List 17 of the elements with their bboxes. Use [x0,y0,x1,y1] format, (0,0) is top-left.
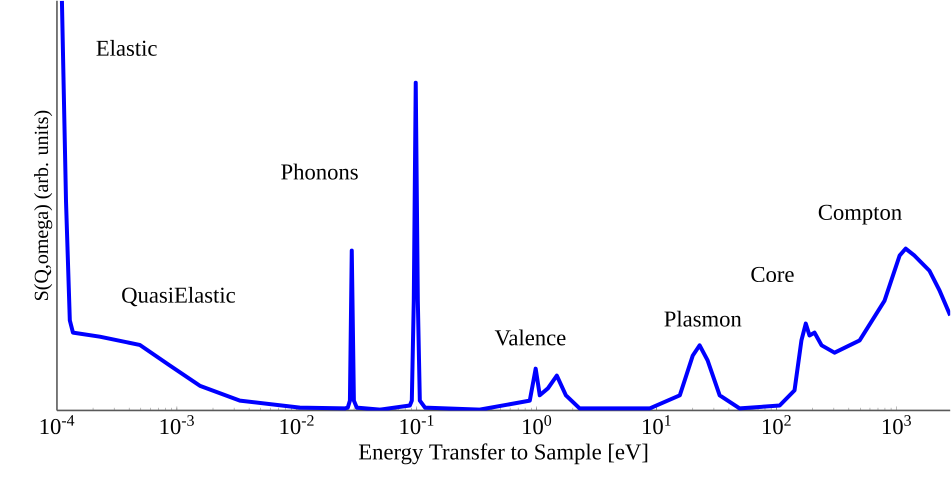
x-tick-label: 10$^{2}$ [762,414,791,434]
annotation: Phonons [281,163,358,180]
x-tick-label: 10$^{-3}$ [160,414,194,434]
x-tick-label: 10$^{-4}$ [40,414,74,434]
x-tick-label: 10$^{3}$ [882,414,911,434]
x-tick-label: 10$^{0}$ [523,414,552,434]
annotation: Plasmon [664,310,742,326]
annotation: Compton [818,204,902,224]
annotation: Valence [494,329,566,346]
x-tick-label: 10$^{-2}$ [280,414,314,434]
x-tick-label: 10$^{1}$ [643,414,671,434]
annotation: QuasiElastic [122,286,235,306]
y-axis-title: S(Q,omega) (arb. units) [34,110,52,300]
annotation: Core [751,266,794,282]
x-tick-label: 10$^{-1}$ [400,414,434,434]
annotation: Elastic [96,40,157,56]
x-axis-title: Energy Transfer to Sample [eV] [358,443,648,464]
